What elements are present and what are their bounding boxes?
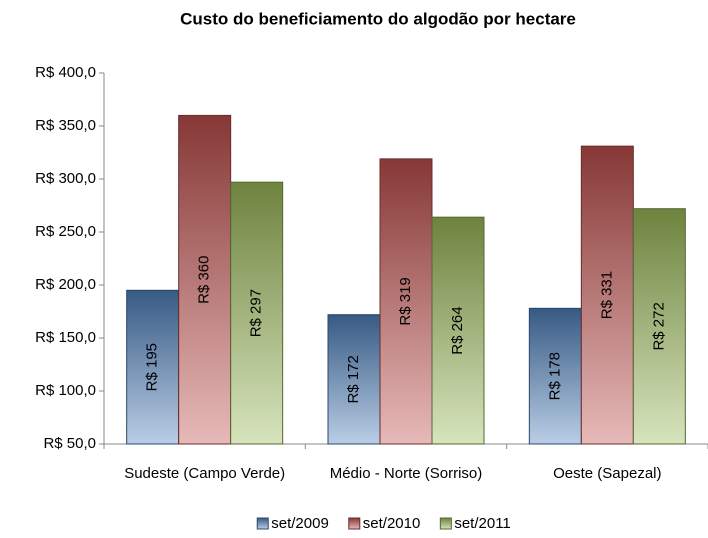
bar <box>327 314 381 445</box>
data-label: R$ 360 <box>196 256 213 304</box>
x-tick-label: Médio - Norte (Sorriso) <box>330 465 483 482</box>
legend-label: set/2011 <box>454 515 510 532</box>
y-tick-label: R$ 250,0 <box>35 223 96 240</box>
bar <box>528 307 582 445</box>
y-tick-label: R$ 300,0 <box>35 170 96 187</box>
data-label: R$ 172 <box>345 355 362 403</box>
bar <box>431 216 485 445</box>
legend-swatch <box>256 517 269 530</box>
y-tick-label: R$ 400,0 <box>35 64 96 81</box>
chart-title: Custo do beneficiamento do algodão por h… <box>180 9 576 28</box>
data-label: R$ 297 <box>248 289 265 337</box>
y-tick-label: R$ 50,0 <box>43 435 96 452</box>
bar <box>230 181 284 445</box>
bar <box>178 114 232 445</box>
data-label: R$ 195 <box>144 343 161 391</box>
legend: set/2009 set/2010 set/2011 <box>256 515 511 532</box>
data-label: R$ 331 <box>598 271 615 319</box>
bar <box>126 289 180 445</box>
x-tick-label: Oeste (Sapezal) <box>553 465 661 482</box>
data-label: R$ 264 <box>449 306 466 354</box>
data-label: R$ 178 <box>546 352 563 400</box>
legend-label: set/2010 <box>363 515 421 532</box>
data-label: R$ 272 <box>650 302 667 350</box>
x-tick-label: Sudeste (Campo Verde) <box>124 465 285 482</box>
y-tick-label: R$ 150,0 <box>35 329 96 346</box>
legend-label: set/2009 <box>271 515 329 532</box>
legend-swatch <box>348 517 361 530</box>
data-label: R$ 319 <box>397 277 414 325</box>
legend-swatch <box>439 517 452 530</box>
y-tick-label: R$ 350,0 <box>35 117 96 134</box>
bar <box>632 208 686 445</box>
y-tick-label: R$ 200,0 <box>35 276 96 293</box>
bar <box>379 158 433 445</box>
y-tick-label: R$ 100,0 <box>35 382 96 399</box>
